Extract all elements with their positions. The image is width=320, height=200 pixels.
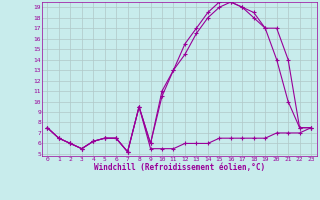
X-axis label: Windchill (Refroidissement éolien,°C): Windchill (Refroidissement éolien,°C): [94, 163, 265, 172]
